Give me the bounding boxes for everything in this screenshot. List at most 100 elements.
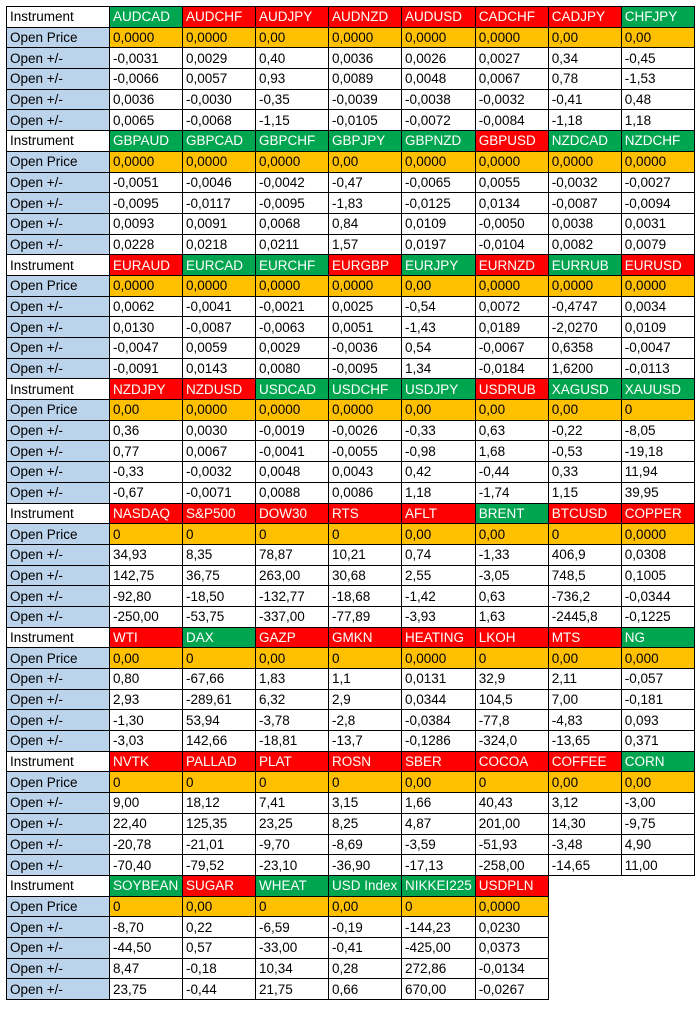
instrument-name-cell: EURAUD — [109, 254, 183, 276]
open-diff-cell: -0,0021 — [255, 295, 329, 318]
open-diff-cell: 0,40 — [255, 47, 329, 70]
open-diff-cell: 1,63 — [474, 605, 549, 628]
open-price-cell: 0,0000 — [474, 26, 549, 49]
open-diff-cell: 3,15 — [328, 792, 402, 814]
instrument-name-cell: AUDNZD — [328, 6, 402, 28]
open-diff-cell: -0,0066 — [109, 68, 183, 90]
open-price-row: Open Price 0,0000 0,0000 0,0000 0,00 0,0000 0,… — [6, 150, 695, 173]
open-diff-cell: -0,0091 — [109, 357, 183, 380]
open-diff-cell: -0,0030 — [182, 88, 256, 111]
open-diff-cell: -9,70 — [255, 833, 329, 856]
instrument-name-cell: USDJPY — [401, 378, 476, 401]
open-diff-cell: -0,33 — [401, 419, 476, 442]
open-diff-cell: -736,2 — [547, 585, 622, 607]
open-diff-label: Open +/- — [6, 461, 110, 483]
open-diff-cell: -77,89 — [328, 605, 402, 628]
open-diff-row: Open +/- 0,36 0,0030 -0,0019 -0,0026 -0,33 0,6… — [6, 419, 695, 442]
instrument-name-cell: XAUUSD — [620, 378, 695, 401]
open-diff-cell: -0,41 — [328, 936, 402, 959]
open-diff-label: Open +/- — [6, 605, 110, 628]
instrument-price-table: Instrument AUDCAD AUDCHF AUDJPY AUDNZD AUDUSD… — [6, 6, 695, 1000]
open-price-cell: 0 — [182, 523, 256, 545]
open-diff-cell: -18,81 — [255, 730, 329, 752]
open-price-cell: 0,00 — [109, 399, 183, 421]
instrument-header-row: Instrument WTI DAX GAZP GMKN HEATING LKOH MTS NG — [6, 626, 695, 649]
open-diff-cell: -79,52 — [182, 854, 256, 876]
open-diff-row: Open +/- -0,67 -0,0071 0,0088 0,0086 1,18 -1,7… — [6, 481, 695, 504]
open-diff-cell: 0,66 — [328, 978, 402, 1000]
open-diff-row: Open +/- 2,93 -289,61 6,32 2,9 0,0344 104,5 7,0… — [6, 688, 695, 711]
instrument-name-cell: EURUSD — [620, 254, 695, 276]
open-diff-cell: 2,93 — [109, 688, 183, 711]
open-price-cell: 0,0000 — [328, 274, 402, 297]
open-diff-cell: -0,45 — [620, 47, 695, 70]
open-diff-cell: -0,057 — [620, 668, 695, 690]
open-diff-cell: 0,0048 — [255, 461, 329, 483]
open-price-label: Open Price — [6, 274, 110, 297]
open-diff-label: Open +/- — [6, 688, 110, 711]
open-price-cell: 0 — [547, 523, 622, 545]
open-diff-row: Open +/- 34,93 8,35 78,87 10,21 0,74 -1,33 406,… — [6, 543, 695, 566]
instrument-name-cell: GBPCHF — [255, 130, 329, 152]
empty-cell — [621, 958, 695, 979]
open-diff-cell: -0,0047 — [620, 337, 695, 359]
open-price-cell: 0,00 — [401, 274, 476, 297]
open-diff-cell: -9,75 — [620, 812, 695, 835]
instrument-name-cell: EURJPY — [401, 254, 476, 276]
instrument-name-cell: WTI — [109, 626, 183, 649]
open-diff-cell: 0,0197 — [401, 233, 476, 256]
open-diff-row: Open +/- -0,0031 0,0029 0,40 0,0036 0,0026 0,0… — [6, 47, 695, 70]
open-diff-label: Open +/- — [6, 481, 110, 504]
open-diff-cell: -0,41 — [547, 88, 622, 111]
open-diff-cell: 0,0072 — [474, 295, 549, 318]
open-diff-label: Open +/- — [6, 585, 110, 607]
open-diff-cell: -1,33 — [474, 543, 549, 566]
empty-cell — [548, 896, 622, 917]
open-diff-cell: 36,75 — [182, 564, 256, 587]
open-diff-cell: 0,34 — [547, 47, 622, 70]
open-price-label: Open Price — [6, 647, 110, 669]
open-price-row: Open Price 0,00 0 0,00 0 0,0000 0 0,00 0,000 — [6, 647, 695, 669]
open-diff-label: Open +/- — [6, 812, 110, 835]
open-diff-cell: 0,48 — [620, 88, 695, 111]
open-diff-cell: 32,9 — [474, 668, 549, 690]
open-price-cell: 0 — [109, 523, 183, 545]
open-diff-cell: 0,0029 — [182, 47, 256, 70]
open-diff-label: Open +/- — [6, 916, 110, 938]
open-diff-row: Open +/- -1,30 53,94 -3,78 -2,8 -0,0384 -77,8-… — [6, 709, 695, 732]
open-diff-cell: -18,50 — [182, 585, 256, 607]
instrument-name-cell: EURRUB — [547, 254, 622, 276]
open-diff-cell: -0,181 — [620, 688, 695, 711]
open-diff-cell: 0,0131 — [401, 668, 476, 690]
open-price-cell: 0,000 — [620, 647, 695, 669]
open-price-cell: 0 — [401, 895, 476, 918]
open-diff-cell: -3,00 — [620, 792, 695, 814]
open-diff-cell: 0,0134 — [474, 192, 549, 214]
open-diff-cell: -1,15 — [255, 109, 329, 132]
open-diff-cell: -0,22 — [547, 419, 622, 442]
instrument-name-cell: S&P500 — [182, 502, 256, 525]
instrument-label: Instrument — [6, 130, 110, 152]
open-price-cell: 0,0000 — [109, 26, 183, 49]
instrument-name-cell: ROSN — [328, 750, 402, 773]
instrument-header-row: Instrument EURAUD EURCAD EURCHF EURGBP EURJPY… — [6, 254, 695, 276]
open-diff-cell: 0,0211 — [255, 233, 329, 256]
open-diff-cell: 0,6358 — [547, 337, 622, 359]
open-diff-cell: -8,69 — [328, 833, 402, 856]
open-price-cell: 0,0000 — [474, 895, 549, 918]
open-diff-row: Open +/- -92,80 -18,50 -132,77 -18,68 -1,42 0,… — [6, 585, 695, 607]
open-diff-cell: 0,0036 — [328, 47, 402, 70]
instrument-label: Instrument — [6, 6, 110, 28]
open-price-cell: 0,0000 — [255, 150, 329, 173]
open-diff-cell: -0,0117 — [182, 192, 256, 214]
empty-cell — [621, 978, 695, 1000]
instrument-name-cell: USDPLN — [474, 874, 549, 897]
open-diff-cell: 0,0067 — [474, 68, 549, 90]
open-diff-cell: -1,53 — [620, 68, 695, 90]
open-diff-cell: 1,1 — [328, 668, 402, 690]
open-price-label: Open Price — [6, 895, 110, 918]
open-diff-label: Open +/- — [6, 564, 110, 587]
open-diff-cell: 0,84 — [328, 212, 402, 235]
open-diff-label: Open +/- — [6, 316, 110, 338]
open-diff-cell: 0,74 — [401, 543, 476, 566]
